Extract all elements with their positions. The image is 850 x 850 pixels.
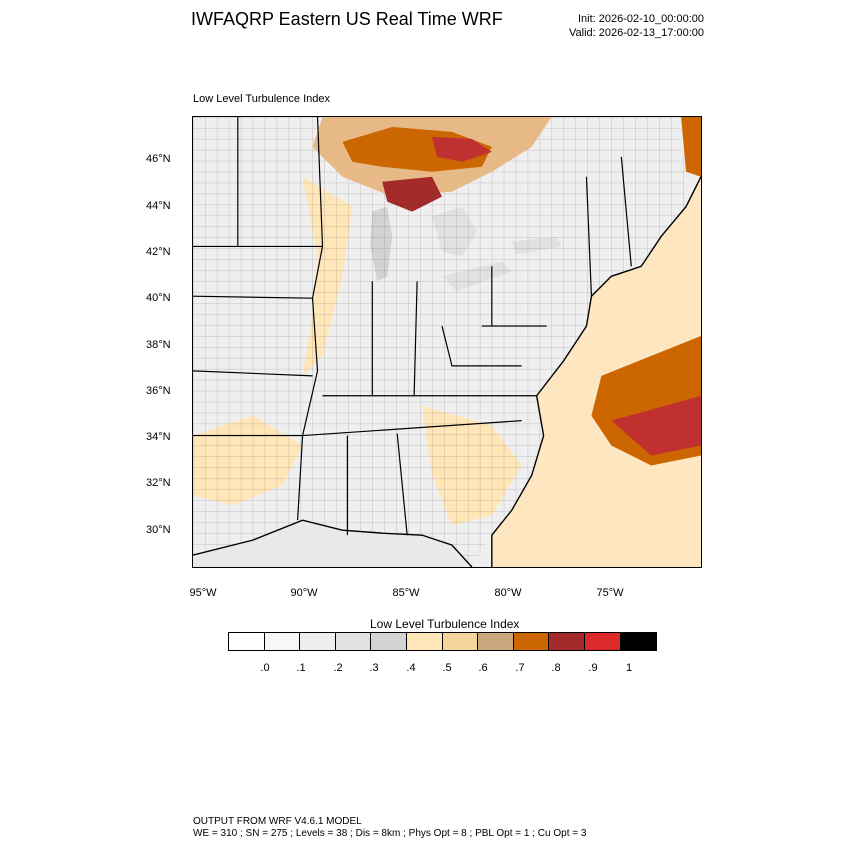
lat-label: 46°N (146, 153, 171, 165)
colorbar-tick-label: 1 (625, 662, 633, 674)
colorbar-box (549, 633, 585, 650)
map-panel (192, 116, 702, 568)
lat-label: 34°N (146, 431, 171, 443)
state-borders (193, 117, 632, 536)
offshore-red-band (611, 395, 701, 456)
lon-label: 90°W (290, 587, 318, 599)
lat-label: 42°N (146, 246, 171, 258)
turbulence-map (193, 117, 701, 567)
colorbar (228, 632, 658, 651)
gulf-of-mexico (193, 520, 472, 567)
maine-hotspot (681, 117, 701, 177)
lon-label: 95°W (189, 587, 217, 599)
lat-label: 36°N (146, 385, 171, 397)
colorbar-box (371, 633, 407, 650)
colorbar-box (442, 633, 479, 650)
colorbar-tick-label: .7 (515, 662, 525, 674)
footer-config-line: WE = 310 ; SN = 275 ; Levels = 38 ; Dis … (193, 828, 587, 839)
colorbar-box (620, 633, 657, 650)
valid-time: Valid: 2026-02-13_17:00:00 (569, 27, 704, 39)
colorbar-tick-label: .0 (260, 662, 270, 674)
colorbar-tick-label: .3 (369, 662, 379, 674)
plot-title: IWFAQRP Eastern US Real Time WRF (191, 9, 503, 29)
colorbar-tick-label: .4 (406, 662, 416, 674)
colorbar-box (513, 633, 550, 650)
colorbar-box (229, 633, 265, 650)
coastline (193, 176, 701, 567)
colorbar-tick-label: .1 (296, 662, 306, 674)
lon-label: 80°W (494, 587, 522, 599)
lon-label: 85°W (392, 587, 420, 599)
colorbar-box (584, 633, 621, 650)
lat-label: 30°N (146, 524, 171, 536)
lon-label: 75°W (596, 587, 624, 599)
colorbar-tick-label: .9 (588, 662, 598, 674)
lat-label: 32°N (146, 477, 171, 489)
lat-label: 38°N (146, 339, 171, 351)
colorbar-tick-label: .6 (478, 662, 488, 674)
lat-label: 44°N (146, 200, 171, 212)
colorbar-tick-label: .5 (442, 662, 452, 674)
colorbar-box (478, 633, 514, 650)
county-lines (193, 117, 687, 567)
colorbar-box (335, 633, 372, 650)
lat-label: 40°N (146, 292, 171, 304)
colorbar-tick-label: .2 (333, 662, 343, 674)
colorbar-box (406, 633, 443, 650)
superior-hotspot (432, 136, 492, 162)
colorbar-box (264, 633, 301, 650)
init-time: Init: 2026-02-10_00:00:00 (578, 13, 704, 25)
panel-label: Low Level Turbulence Index (193, 93, 330, 105)
footer-model-line: OUTPUT FROM WRF V4.6.1 MODEL (193, 816, 362, 827)
colorbar-title: Low Level Turbulence Index (370, 617, 520, 631)
colorbar-box (300, 633, 336, 650)
colorbar-tick-label: .8 (551, 662, 561, 674)
